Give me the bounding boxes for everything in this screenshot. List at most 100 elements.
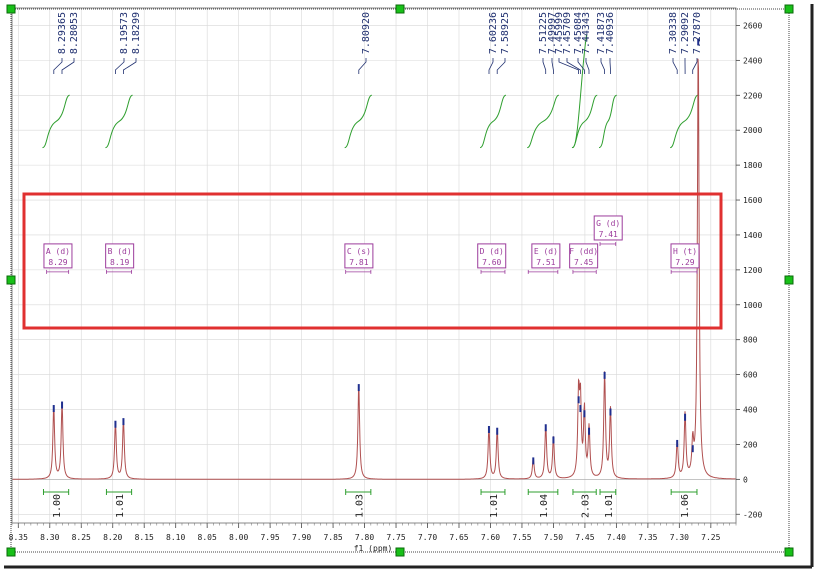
multiplet-box[interactable]: B (d) 8.19: [106, 244, 134, 274]
x-tick-label: 7.50: [544, 533, 563, 542]
peak-label: 8.19573: [119, 12, 130, 54]
x-tick-label: 7.65: [449, 533, 468, 542]
y-tick-label: 800: [743, 336, 758, 345]
x-tick-label: 8.00: [229, 533, 248, 542]
integral-value: 2.03: [581, 494, 592, 518]
integral-value: 1.03: [354, 494, 365, 518]
y-tick-label: 400: [743, 406, 758, 415]
x-axis-label: f1 (ppm): [354, 544, 393, 553]
multiplet-shift: 7.81: [349, 258, 368, 267]
y-tick-label: 1600: [743, 196, 762, 205]
peak-label: 7.29092: [680, 12, 691, 54]
y-tick-label: 200: [743, 440, 758, 449]
integral-value: 1.04: [539, 494, 550, 518]
y-tick-label: 2400: [743, 56, 762, 65]
multiplet-box[interactable]: F (dd) 7.45: [569, 244, 598, 274]
integral-value: 1.01: [489, 494, 500, 518]
multiplet-labels[interactable]: A (d) 8.29 B (d) 8.19 C (s) 7.81 D (d) 7.60 E (d…: [44, 216, 699, 274]
resize-handle[interactable]: [7, 5, 15, 13]
multiplet-name: F (dd): [569, 247, 598, 256]
multiplet-box[interactable]: G (d)7.41: [594, 216, 622, 246]
y-tick-label: 2200: [743, 91, 762, 100]
y-tick-label: 600: [743, 371, 758, 380]
x-tick-label: 8.30: [40, 533, 59, 542]
resize-handle[interactable]: [7, 276, 15, 284]
x-tick-label: 7.35: [638, 533, 657, 542]
resize-handle[interactable]: [785, 5, 793, 13]
integral-curve: [345, 95, 372, 147]
integral-curve: [480, 95, 506, 147]
selection-border: [11, 9, 789, 552]
multiplet-name: E (d): [534, 247, 558, 256]
multiplet-shift: 7.60: [482, 258, 501, 267]
multiplet-shift: 8.19: [110, 258, 129, 267]
spectrum-line: [12, 59, 736, 480]
integral-curve: [105, 95, 132, 147]
multiplet-shift: 8.29: [48, 258, 67, 267]
y-tick-label: 2000: [743, 126, 762, 135]
resize-handle[interactable]: [396, 5, 404, 13]
integral-value: 1.00: [52, 494, 63, 518]
x-tick-label: 8.15: [135, 533, 154, 542]
peak-label: 8.29365: [57, 12, 68, 54]
x-tick-label: 8.35: [9, 533, 28, 542]
spectrum-trace: [12, 59, 736, 480]
y-tick-label: 1200: [743, 266, 762, 275]
x-tick-label: 7.60: [481, 533, 500, 542]
multiplet-box[interactable]: E (d) 7.51: [528, 244, 560, 274]
peak-label: 7.27870: [692, 12, 703, 54]
x-tick-label: 7.40: [607, 533, 626, 542]
y-tick-label: 2600: [743, 21, 762, 30]
x-tick-label: 7.55: [512, 533, 531, 542]
multiplet-shift: 7.51: [536, 258, 555, 267]
y-tick-label: 1800: [743, 161, 762, 170]
multiplet-box[interactable]: H (t)7.29: [671, 244, 699, 274]
multiplet-box[interactable]: C (s) 7.81: [345, 244, 373, 274]
multiplet-shift: 7.45: [574, 258, 593, 267]
integral-curve: [599, 95, 617, 147]
x-tick-label: 7.30: [670, 533, 689, 542]
peak-label: 7.44343: [581, 12, 592, 54]
y-tick-label: 0: [743, 475, 748, 484]
peak-label: 7.30338: [668, 12, 679, 54]
resize-handle[interactable]: [396, 548, 404, 556]
x-tick-label: 7.25: [701, 533, 720, 542]
resize-handle[interactable]: [7, 548, 15, 556]
multiplet-name: G (d): [596, 219, 620, 228]
integral-curve: [42, 95, 69, 147]
x-tick-label: 8.25: [72, 533, 91, 542]
x-tick-label: 7.95: [260, 533, 279, 542]
selection-overlay[interactable]: [4, 4, 812, 567]
peak-label: 7.40936: [605, 12, 616, 54]
x-tick-label: 8.10: [166, 533, 185, 542]
x-tick-label: 7.45: [575, 533, 594, 542]
multiplet-box[interactable]: D (d) 7.60: [478, 244, 506, 274]
integral-value: 1.06: [680, 494, 691, 518]
x-tick-label: 7.75: [386, 533, 405, 542]
y-tick-label: -200: [743, 510, 762, 519]
multiplet-name: A (d): [46, 247, 70, 256]
multiplet-name: D (d): [480, 247, 504, 256]
resize-handle[interactable]: [785, 276, 793, 284]
integral-curve: [670, 95, 698, 147]
peak-label: 8.18299: [131, 12, 142, 54]
resize-handle[interactable]: [785, 548, 793, 556]
multiplet-name: C (s): [347, 247, 371, 256]
x-tick-label: 8.05: [198, 533, 217, 542]
peak-label: 7.58925: [500, 12, 511, 54]
integral-value: 1.01: [604, 494, 615, 518]
peak-label: 7.60236: [488, 12, 499, 54]
y-tick-label: 1400: [743, 231, 762, 240]
x-tick-label: 7.90: [292, 533, 311, 542]
multiplet-shift: 7.29: [675, 258, 694, 267]
integral-curve: [527, 95, 559, 147]
peak-label: 7.80920: [361, 12, 372, 54]
y-tick-label: 1000: [743, 301, 762, 310]
multiplet-name: B (d): [108, 247, 132, 256]
x-tick-label: 7.70: [418, 533, 437, 542]
x-tick-label: 7.80: [355, 533, 374, 542]
multiplet-box[interactable]: A (d) 8.29: [44, 244, 72, 274]
